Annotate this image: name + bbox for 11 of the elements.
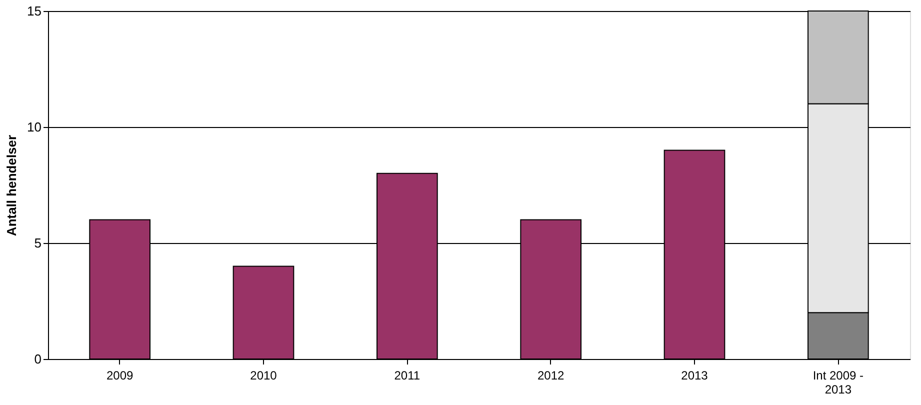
y-tick-label: 15 (27, 4, 42, 18)
y-tick-label: 10 (27, 120, 42, 134)
y-tick-label: 0 (34, 352, 42, 366)
x-tick-label: 2013 (681, 368, 708, 382)
x-tick-label: Int 2009 - 2013 (812, 368, 864, 396)
x-tick-label: 2010 (250, 368, 278, 382)
x-tick-label: 2011 (394, 368, 420, 382)
x-tick-label: 2009 (106, 368, 134, 382)
y-tick-label: 5 (34, 236, 42, 250)
x-tick-label: 2012 (537, 368, 565, 382)
y-axis-title: Antall hendelser (4, 134, 20, 236)
